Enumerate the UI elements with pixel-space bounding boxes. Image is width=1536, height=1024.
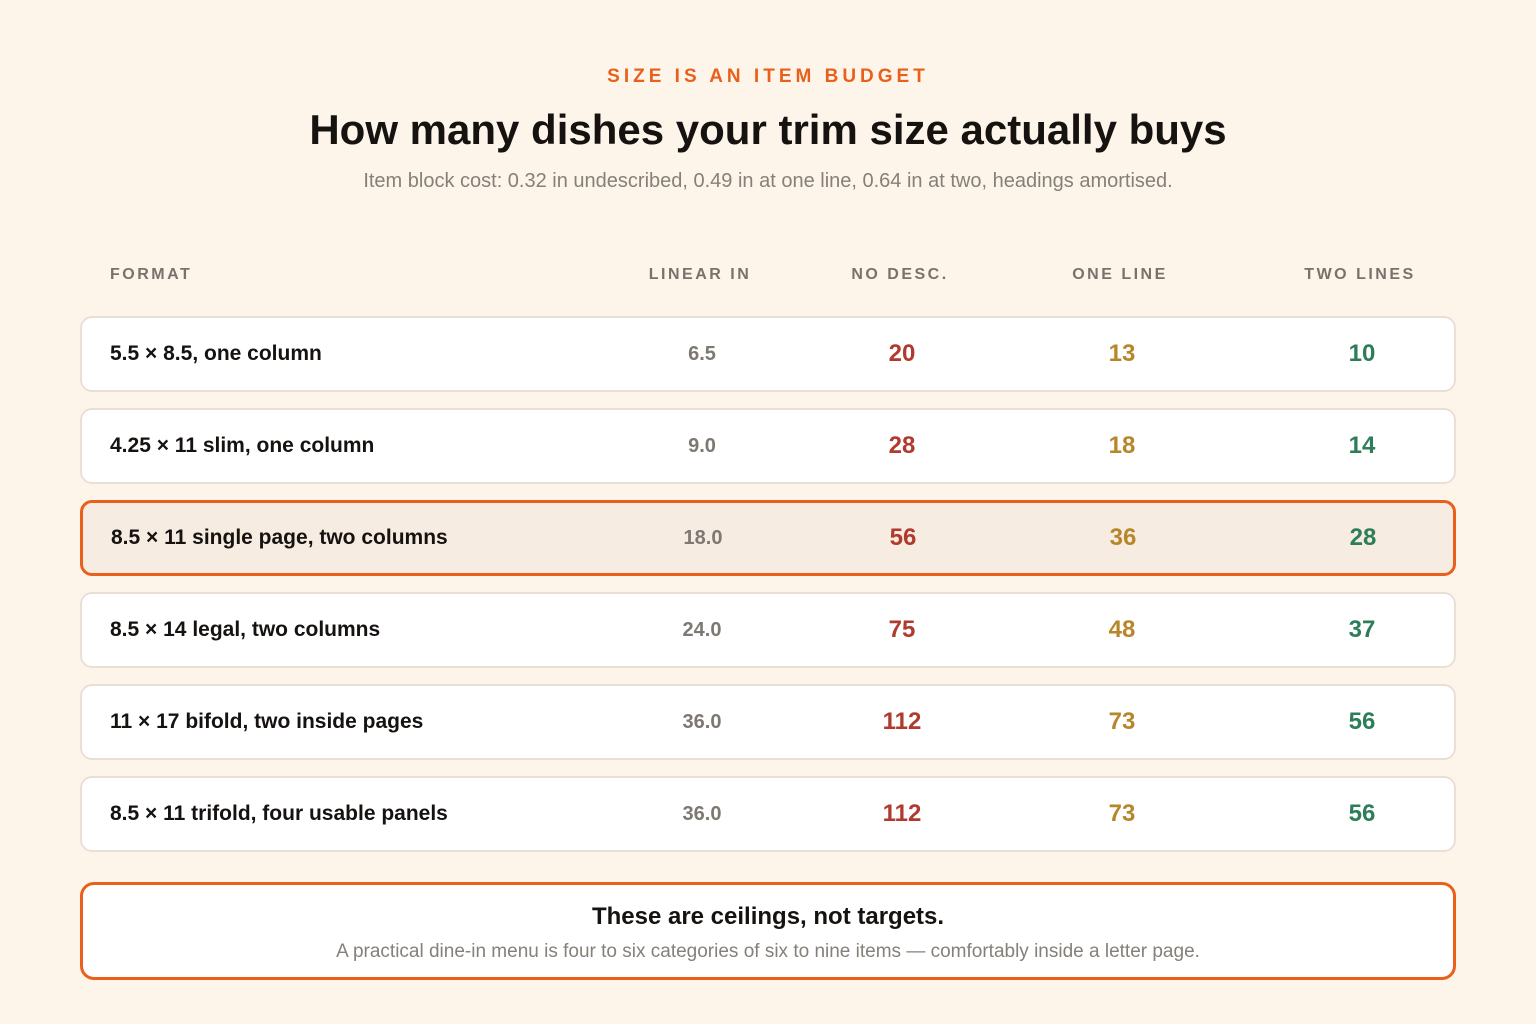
- cell-linear: 18.0: [683, 526, 723, 549]
- cell-two-lines: 28: [1349, 524, 1377, 551]
- callout-title: These are ceilings, not targets.: [591, 903, 945, 930]
- cell-linear: 36.0: [682, 802, 722, 825]
- cell-no-desc: 112: [882, 708, 922, 735]
- cell-no-desc: 75: [888, 616, 916, 643]
- cell-one-line: 48: [1108, 616, 1136, 643]
- table-row: 4.25 × 11 slim, one column 9.0 28 18 14: [80, 408, 1456, 484]
- table-row: 5.5 × 8.5, one column 6.5 20 13 10: [80, 316, 1456, 392]
- cell-linear: 9.0: [688, 434, 716, 457]
- cell-one-line: 13: [1108, 340, 1136, 367]
- cell-format: 8.5 × 11 trifold, four usable panels: [110, 802, 448, 825]
- cell-two-lines: 10: [1348, 340, 1376, 367]
- cell-linear: 24.0: [682, 618, 722, 641]
- cell-linear: 6.5: [688, 342, 716, 365]
- cell-no-desc: 56: [889, 524, 917, 551]
- cell-no-desc: 112: [882, 800, 922, 827]
- cell-format: 5.5 × 8.5, one column: [110, 342, 322, 365]
- table-header: FORMAT LINEAR IN NO DESC. ONE LINE TWO L…: [80, 266, 1456, 288]
- table-row: 8.5 × 11 trifold, four usable panels 36.…: [80, 776, 1456, 852]
- table-row: 11 × 17 bifold, two inside pages 36.0 11…: [80, 684, 1456, 760]
- page-title: How many dishes your trim size actually …: [309, 106, 1227, 153]
- callout-box: These are ceilings, not targets. A pract…: [80, 882, 1456, 980]
- column-header-one-line: ONE LINE: [1072, 266, 1168, 283]
- cell-two-lines: 14: [1348, 432, 1376, 459]
- page-subtitle: Item block cost: 0.32 in undescribed, 0.…: [363, 170, 1173, 192]
- table-row: 8.5 × 14 legal, two columns 24.0 75 48 3…: [80, 592, 1456, 668]
- eyebrow-label: SIZE IS AN ITEM BUDGET: [607, 66, 929, 87]
- cell-two-lines: 56: [1348, 800, 1376, 827]
- cell-format: 8.5 × 11 single page, two columns: [111, 526, 448, 549]
- cell-no-desc: 28: [888, 432, 916, 459]
- cell-one-line: 36: [1109, 524, 1137, 551]
- callout-body: A practical dine-in menu is four to six …: [336, 941, 1200, 962]
- cell-format: 11 × 17 bifold, two inside pages: [110, 710, 424, 733]
- column-header-linear: LINEAR IN: [648, 266, 752, 283]
- cell-one-line: 18: [1108, 432, 1136, 459]
- cell-format: 8.5 × 14 legal, two columns: [110, 618, 381, 641]
- cell-one-line: 73: [1108, 800, 1136, 827]
- column-header-no-desc: NO DESC.: [851, 266, 949, 283]
- cell-one-line: 73: [1108, 708, 1136, 735]
- cell-linear: 36.0: [682, 710, 722, 733]
- column-header-format: FORMAT: [110, 266, 193, 283]
- cell-format: 4.25 × 11 slim, one column: [110, 434, 375, 457]
- table-body: 5.5 × 8.5, one column 6.5 20 13 10 4.25 …: [80, 316, 1456, 868]
- column-header-two-lines: TWO LINES: [1304, 266, 1416, 283]
- cell-two-lines: 37: [1348, 616, 1376, 643]
- cell-two-lines: 56: [1348, 708, 1376, 735]
- cell-no-desc: 20: [888, 340, 916, 367]
- table-row: 8.5 × 11 single page, two columns 18.0 5…: [80, 500, 1456, 576]
